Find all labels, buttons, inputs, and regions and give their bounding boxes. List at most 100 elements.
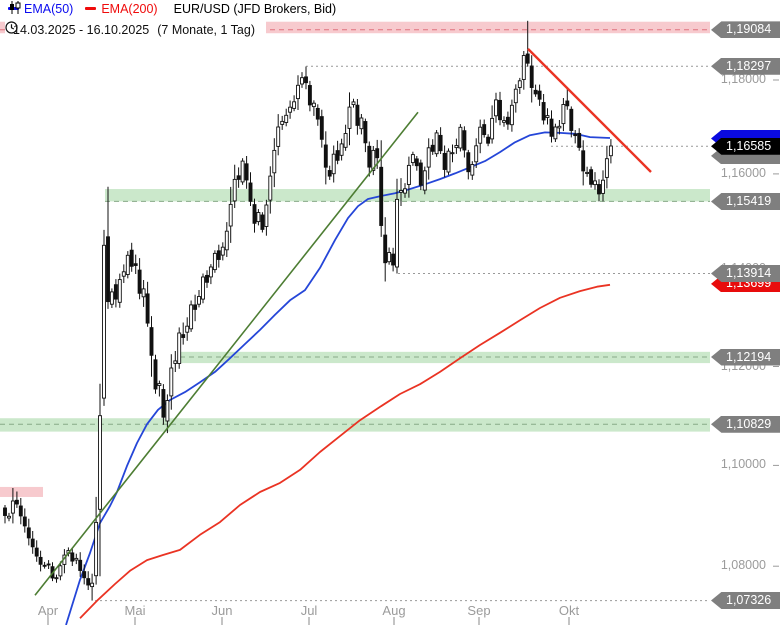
candle (86, 578, 91, 586)
candle (177, 332, 182, 364)
descending-resistance-line (527, 48, 652, 173)
candle (383, 234, 388, 264)
candle (537, 90, 542, 100)
candle (236, 175, 241, 180)
candle (391, 253, 396, 266)
candle (462, 130, 467, 151)
candle (509, 104, 514, 126)
candle (90, 582, 95, 588)
candle (557, 125, 562, 129)
candle (113, 284, 118, 300)
candle (505, 116, 510, 125)
candle (482, 124, 487, 136)
level-tag: 1,15419 (711, 192, 780, 210)
candle (149, 327, 154, 356)
symbol-label: EUR/USD (JFD Brokers, Bid) (173, 1, 337, 16)
candle (545, 115, 550, 118)
candle (458, 126, 463, 149)
candle (597, 184, 601, 195)
y-axis-label: 1,16000 (720, 165, 766, 180)
candle (406, 164, 411, 185)
candle (133, 263, 138, 266)
candle (553, 126, 558, 140)
level-tag: 1,13914 (711, 264, 780, 282)
candle (565, 100, 570, 107)
candle (525, 53, 530, 64)
candle (541, 102, 546, 121)
candle (502, 120, 506, 123)
candle (248, 182, 253, 202)
candle (7, 515, 11, 519)
candle (307, 85, 312, 106)
x-axis-label-apr: Apr (37, 603, 59, 618)
candle (474, 145, 479, 163)
ema200-color-dash-icon (85, 7, 97, 10)
candle (470, 164, 475, 176)
candle (533, 89, 538, 95)
candle (205, 274, 209, 283)
ascending-support-line (34, 111, 419, 596)
candle (165, 400, 170, 422)
x-axis-label-sep: Sep (467, 603, 491, 618)
candles-group (3, 20, 613, 601)
candle (46, 563, 51, 566)
level-tag: 1,07326 (711, 592, 780, 610)
candle (486, 136, 491, 144)
candle (327, 170, 332, 177)
candle (129, 249, 134, 267)
candle (212, 252, 217, 271)
date-range-label: 14.03.2025 - 16.10.2025 (13, 22, 150, 37)
candle (581, 150, 586, 172)
candle (185, 325, 190, 333)
candle (244, 163, 249, 181)
candle (252, 204, 257, 224)
candle (42, 564, 47, 567)
candle (319, 116, 324, 140)
candle (589, 169, 594, 185)
candle (296, 84, 300, 100)
candle (331, 153, 336, 175)
candle (201, 276, 205, 300)
ema50-legend-label: EMA(50) (24, 1, 74, 16)
resistance-zone (0, 486, 43, 497)
candle (26, 527, 31, 539)
candle (268, 175, 273, 201)
candle (355, 104, 360, 126)
candle (22, 516, 27, 527)
candle (121, 271, 126, 277)
candle (561, 104, 566, 125)
candle (513, 88, 518, 104)
candle (264, 204, 269, 227)
candle (569, 108, 574, 131)
candle (343, 133, 348, 148)
x-axis-label-jun: Jun (211, 603, 233, 618)
candle (375, 148, 380, 159)
ema200-legend-item[interactable]: EMA(200) (85, 1, 158, 16)
candle (70, 552, 75, 562)
candle (280, 120, 285, 125)
candle (193, 304, 198, 310)
candle (300, 77, 304, 85)
candle (240, 160, 245, 183)
candle (10, 500, 15, 514)
candle (58, 565, 63, 577)
candle (74, 557, 79, 561)
candle (604, 158, 609, 178)
candle (577, 132, 582, 148)
ema200-legend-label: EMA(200) (101, 1, 158, 16)
candle (34, 547, 39, 557)
current-price-tag: 1,16585 (711, 137, 780, 155)
candle (276, 126, 281, 147)
candle (339, 143, 344, 156)
candle (145, 293, 150, 324)
candle (260, 214, 265, 230)
chart-legend: EMA(50) EMA(200) EUR/USD (JFD Brokers, B… (8, 1, 336, 16)
candle (315, 107, 320, 120)
candle (426, 147, 431, 168)
candle (422, 170, 427, 191)
candle (3, 507, 7, 516)
date-range-bar: 14.03.2025 - 16.10.2025 (7 Monate, 1 Tag… (5, 21, 266, 38)
candle (216, 250, 221, 260)
candle (529, 65, 534, 88)
